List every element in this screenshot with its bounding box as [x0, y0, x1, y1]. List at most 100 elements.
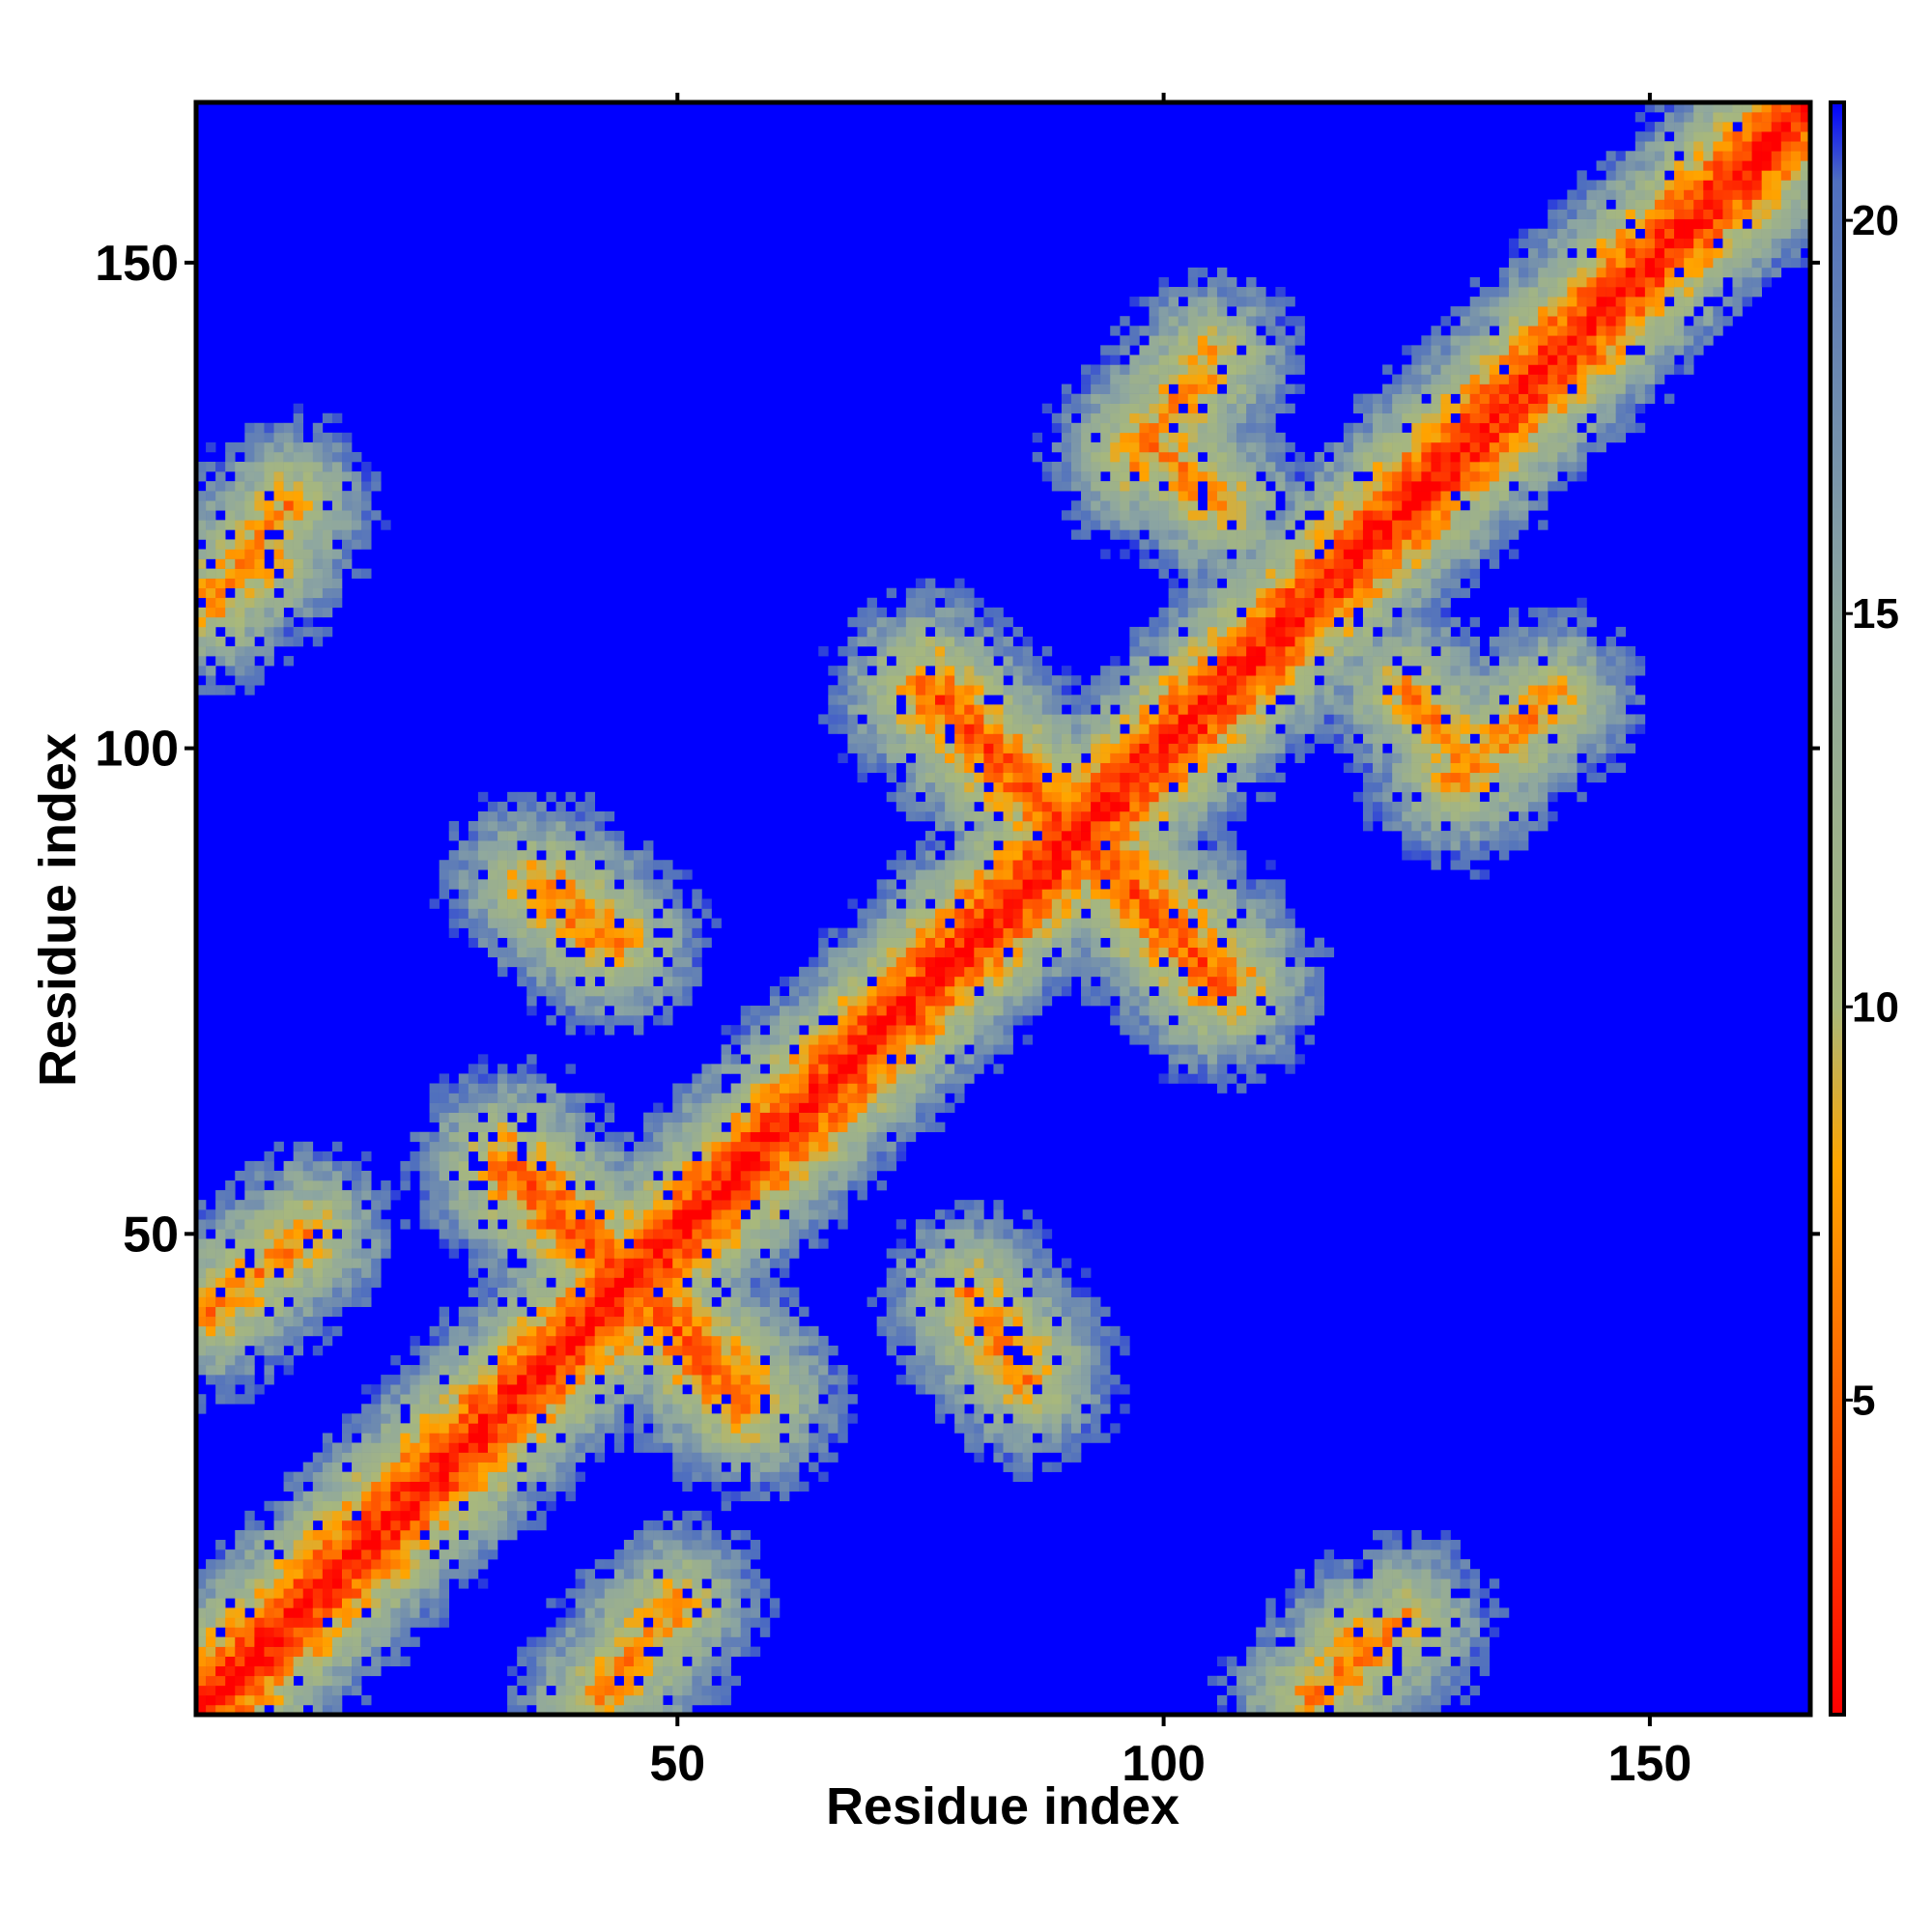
heatmap-cell [594, 831, 606, 841]
heatmap-cell [643, 879, 654, 890]
heatmap-cell [507, 1665, 518, 1677]
heatmap-cell [993, 1209, 1004, 1220]
heatmap-cell [643, 898, 654, 909]
heatmap-cell [225, 462, 236, 472]
heatmap-cell [594, 1433, 606, 1443]
heatmap-cell [604, 1375, 615, 1385]
heatmap-cell [750, 1598, 761, 1608]
heatmap-cell [857, 772, 867, 783]
heatmap-cell [750, 1335, 761, 1347]
heatmap-cell [769, 1287, 781, 1297]
heatmap-cell [507, 1384, 518, 1395]
heatmap-cell [526, 937, 537, 949]
heatmap-cell [594, 1200, 606, 1210]
heatmap-cell [196, 1258, 207, 1268]
heatmap-cell [954, 1306, 965, 1318]
heatmap-cell [847, 937, 858, 949]
heatmap-cell [546, 976, 556, 987]
heatmap-cell [517, 860, 527, 870]
heatmap-cell [254, 1646, 265, 1657]
heatmap-cell [895, 781, 907, 793]
heatmap-cell [215, 1258, 226, 1268]
heatmap-cell [429, 1598, 440, 1608]
heatmap-cell [283, 500, 294, 511]
heatmap-cell [312, 471, 324, 482]
heatmap-cell [273, 491, 284, 501]
heatmap-cell [945, 1296, 955, 1308]
heatmap-cell [915, 607, 926, 618]
heatmap-cell [517, 1491, 527, 1502]
heatmap-cell [206, 462, 216, 472]
heatmap-cell [604, 1413, 615, 1424]
heatmap-cell [828, 1102, 838, 1113]
heatmap-cell [555, 1229, 566, 1239]
heatmap-cell [721, 1170, 731, 1181]
heatmap-cell [721, 1442, 731, 1453]
heatmap-cell [254, 1267, 265, 1278]
heatmap-cell [206, 568, 216, 579]
heatmap-cell [584, 1423, 596, 1434]
heatmap-cell [487, 1112, 498, 1122]
heatmap-cell [497, 1209, 508, 1220]
heatmap-cell [799, 1054, 810, 1065]
heatmap-cell [721, 1627, 731, 1637]
heatmap-cell [886, 947, 897, 958]
heatmap-cell [517, 1500, 527, 1512]
heatmap-cell [809, 956, 819, 968]
heatmap-cell [312, 626, 324, 638]
heatmap-cell [759, 1122, 771, 1133]
heatmap-cell [692, 1627, 702, 1637]
heatmap-cell [565, 966, 576, 978]
heatmap-cell [915, 898, 926, 909]
heatmap-cell [497, 1404, 508, 1414]
heatmap-cell [517, 937, 527, 949]
heatmap-cell [818, 1238, 829, 1249]
heatmap-cell [867, 695, 877, 705]
heatmap-cell [924, 1015, 936, 1026]
heatmap-cell [390, 1598, 401, 1608]
heatmap-cell [565, 1015, 576, 1026]
heatmap-cell [886, 908, 897, 919]
heatmap-cell [604, 1258, 615, 1268]
heatmap-cell [828, 976, 838, 987]
heatmap-cell [954, 1345, 965, 1356]
heatmap-cell [487, 1404, 498, 1414]
heatmap-cell [215, 1704, 226, 1716]
heatmap-cell [293, 1559, 304, 1570]
heatmap-cell [915, 704, 926, 715]
heatmap-cell [828, 1044, 838, 1055]
heatmap-cell [352, 1578, 362, 1589]
heatmap-cell [818, 1335, 829, 1347]
heatmap-cell [458, 1209, 469, 1220]
heatmap-cell [759, 1442, 771, 1453]
heatmap-cell [682, 1365, 693, 1376]
heatmap-cell [663, 1122, 673, 1133]
heatmap-cell [964, 1006, 975, 1016]
heatmap-cell [254, 578, 265, 589]
heatmap-cell [419, 1433, 430, 1443]
heatmap-cell [526, 1423, 537, 1434]
heatmap-cell [809, 1112, 819, 1122]
heatmap-cell [1003, 636, 1013, 647]
heatmap-cell [633, 1170, 644, 1181]
heatmap-cell [322, 1267, 333, 1278]
heatmap-cell [867, 626, 877, 638]
heatmap-cell [623, 1200, 635, 1210]
heatmap-cell [799, 1170, 810, 1181]
heatmap-cell [264, 520, 274, 530]
heatmap-cell [672, 1578, 683, 1589]
heatmap-cell [555, 860, 566, 870]
heatmap-cell [604, 1229, 615, 1239]
heatmap-cell [721, 1131, 731, 1143]
heatmap-cell [235, 1365, 245, 1376]
heatmap-cell [789, 1462, 800, 1472]
heatmap-cell [905, 597, 917, 609]
heatmap-cell [857, 607, 867, 618]
heatmap-cell [575, 1151, 585, 1162]
heatmap-cell [477, 1325, 489, 1337]
heatmap-cell [273, 1316, 284, 1327]
heatmap-cell [613, 840, 625, 851]
heatmap-cell [964, 743, 975, 753]
heatmap-cell [458, 1491, 469, 1502]
heatmap-cell [361, 1296, 372, 1308]
